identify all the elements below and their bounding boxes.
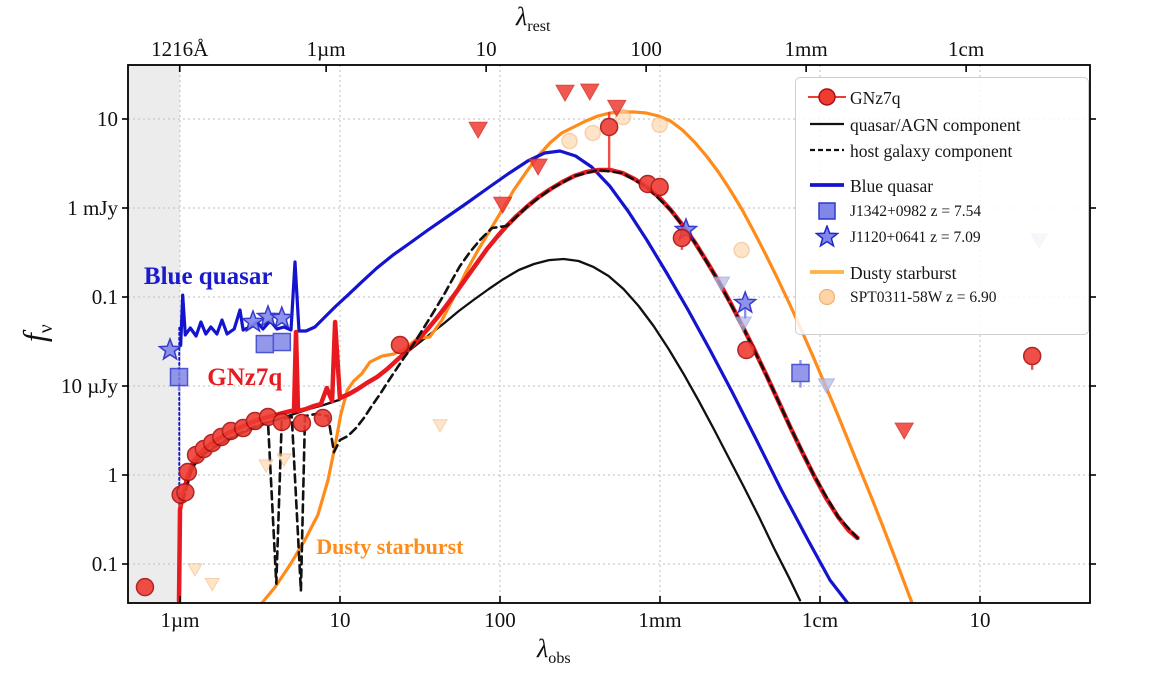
svg-text:10 µJy: 10 µJy (61, 374, 119, 398)
legend-item-gnz7q: GNz7q (804, 85, 1082, 111)
dashed-line-icon (804, 139, 850, 163)
svg-text:100: 100 (484, 608, 516, 632)
annotation-gnz7q: GNz7q (207, 363, 283, 391)
svg-text:1cm: 1cm (948, 37, 984, 61)
annotation-blue-quasar: Blue quasar (143, 262, 273, 290)
lambda-symbol: λ (537, 634, 549, 663)
gnz7q-marker-icon (804, 86, 850, 110)
svg-text:10: 10 (970, 608, 991, 632)
blue-line-icon (804, 174, 850, 198)
svg-text:1µm: 1µm (161, 608, 200, 632)
square-marker-icon (804, 200, 850, 224)
legend-item-agn: quasar/AGN component (804, 112, 1082, 138)
orange-line-icon (804, 261, 850, 285)
annotation-dusty-starburst: Dusty starburst (316, 534, 464, 560)
legend: GNz7q quasar/AGN component host galaxy c… (795, 77, 1089, 335)
svg-text:0.1: 0.1 (92, 285, 118, 309)
nu-subscript: ν (35, 324, 58, 334)
pale-circle-marker-icon (804, 286, 850, 310)
obs-subscript: obs (548, 650, 571, 668)
svg-text:100: 100 (630, 37, 662, 61)
x-axis-bottom-title: λobs (537, 634, 571, 668)
svg-text:1cm: 1cm (802, 608, 838, 632)
solid-line-icon (804, 113, 850, 137)
svg-text:1216Å: 1216Å (151, 37, 209, 61)
x-axis-top-title: λrest (516, 2, 551, 36)
legend-item-j1342: J1342+0982 z = 7.54 (804, 199, 1082, 225)
svg-text:1mm: 1mm (785, 37, 828, 61)
svg-text:1mm: 1mm (638, 608, 681, 632)
svg-text:1 mJy: 1 mJy (67, 196, 118, 220)
legend-item-blue-quasar: Blue quasar (804, 173, 1082, 199)
rest-subscript: rest (527, 18, 551, 36)
svg-text:10: 10 (330, 608, 351, 632)
legend-item-host: host galaxy component (804, 138, 1082, 164)
lambda-symbol: λ (516, 2, 528, 31)
legend-item-dusty-starburst: Dusty starburst (804, 260, 1082, 286)
legend-item-j1120: J1120+0641 z = 7.09 (804, 225, 1082, 251)
y-axis-title: fν (16, 288, 58, 378)
flux-symbol: f (15, 333, 52, 343)
svg-text:0.1: 0.1 (92, 552, 118, 576)
legend-item-spt0311: SPT0311-58W z = 6.90 (804, 285, 1082, 311)
svg-text:1: 1 (108, 463, 119, 487)
star-marker-icon (804, 225, 850, 250)
svg-text:10: 10 (476, 37, 497, 61)
svg-text:10: 10 (97, 107, 118, 131)
svg-text:1µm: 1µm (307, 37, 346, 61)
